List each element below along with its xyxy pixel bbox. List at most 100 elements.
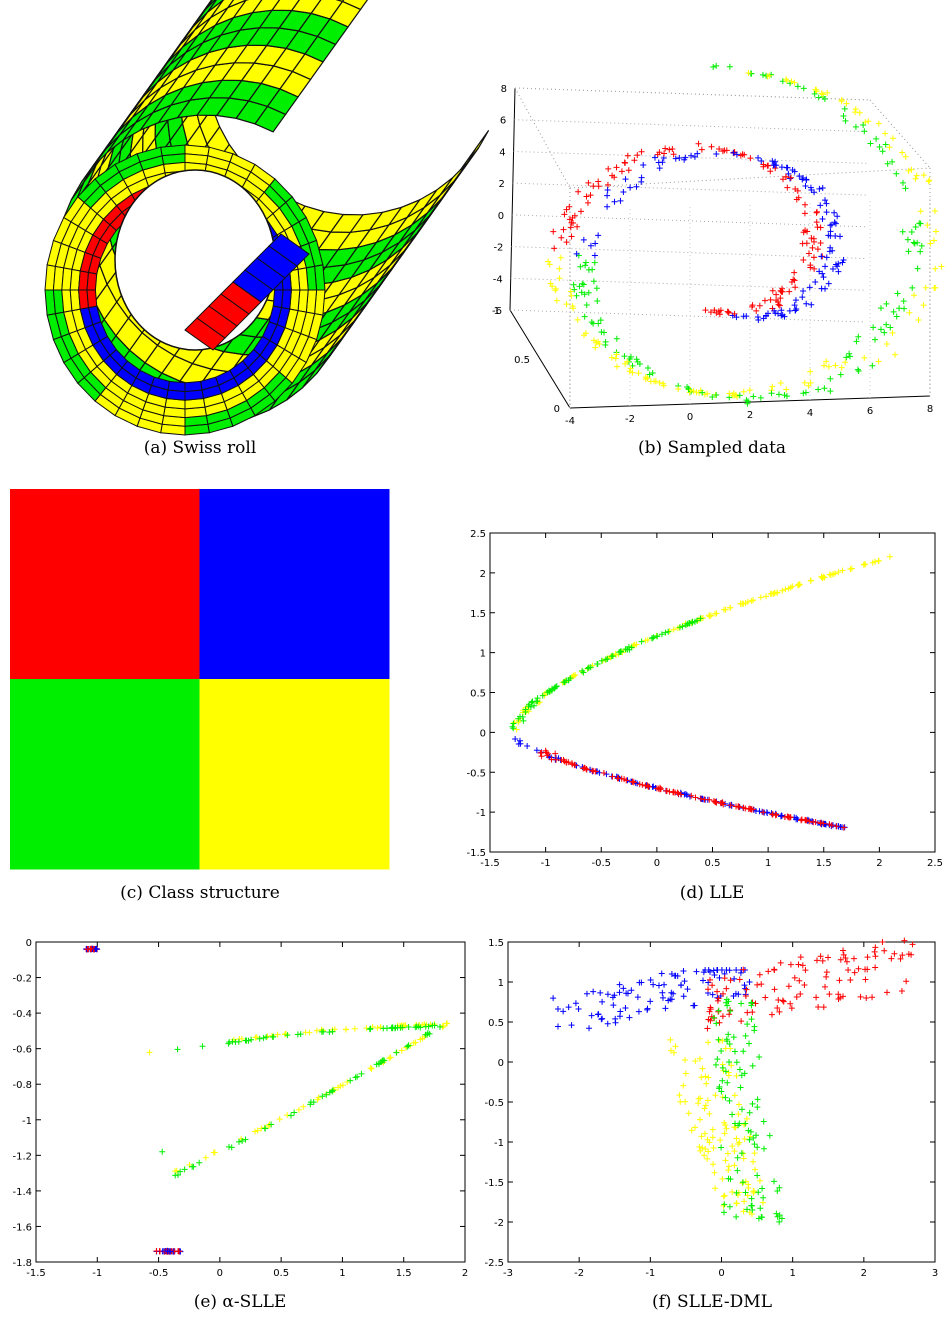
y-tick-label: 0.5	[514, 355, 530, 366]
lle-point-yellow	[763, 593, 770, 600]
roll-cell	[207, 0, 225, 13]
sample-point	[912, 175, 919, 182]
sample-point	[749, 303, 756, 310]
panel-sampled-data: -6 -4 -2 0 2 4 6 8 0 0.5 1 -4 -2 0 2 4 6 8	[470, 62, 945, 427]
dml-point-red	[721, 975, 728, 982]
lle-point-yellow	[767, 590, 774, 597]
sample-point	[930, 237, 937, 244]
dml-point-blue	[668, 989, 675, 996]
slle-point-yellow	[306, 1029, 313, 1036]
lle-point-red	[820, 820, 827, 827]
sample-point	[585, 179, 592, 186]
sample-point	[899, 149, 906, 156]
sample-point	[724, 308, 731, 315]
dml-point-blue	[659, 994, 666, 1001]
slle-point-green	[329, 1087, 336, 1094]
dml-point-yellow	[703, 1080, 710, 1087]
y-tick-label: 0	[554, 404, 560, 415]
slle-cluster-point-red	[153, 1248, 160, 1255]
sample-point	[814, 246, 821, 253]
sample-point	[809, 244, 816, 251]
dml-point-green	[720, 1209, 727, 1216]
lle-point-blue	[728, 802, 735, 809]
dml-point-red	[744, 1009, 751, 1016]
sample-point	[807, 368, 814, 375]
sample-point	[808, 235, 815, 242]
dml-point-blue	[609, 994, 616, 1001]
dml-point-green	[776, 1218, 783, 1225]
sample-point	[604, 192, 611, 199]
sample-point	[884, 160, 891, 167]
sample-point	[877, 305, 884, 312]
sample-point	[794, 83, 801, 90]
sample-point	[731, 392, 738, 399]
sample-point	[733, 151, 740, 158]
dml-point-green	[719, 1077, 726, 1084]
sample-point	[547, 280, 554, 287]
sample-point	[931, 285, 938, 292]
dml-point-green	[722, 1094, 729, 1101]
caption-f: (f) SLLE-DML	[652, 1292, 772, 1312]
sample-point	[815, 386, 822, 393]
lle-point-green	[616, 649, 623, 656]
sample-point	[773, 162, 780, 169]
sample-point	[771, 307, 778, 314]
y-tick-label: 1.5	[488, 938, 504, 949]
dml-point-blue	[599, 1015, 606, 1022]
sample-point	[553, 297, 560, 304]
sample-point	[917, 248, 924, 255]
sample-point	[629, 369, 636, 376]
dml-point-yellow	[701, 1130, 708, 1137]
lle-point-red	[735, 803, 742, 810]
sample-point	[769, 287, 776, 294]
slle-point-green	[415, 1023, 422, 1030]
sample-point	[707, 309, 714, 316]
sample-point	[821, 95, 828, 102]
sample-point	[792, 185, 799, 192]
dml-point-red	[754, 981, 761, 988]
sample-point	[604, 181, 611, 188]
dml-point-yellow	[745, 1181, 752, 1188]
sample-point	[819, 91, 826, 98]
dml-point-green	[724, 1079, 731, 1086]
dml-point-blue	[616, 981, 623, 988]
x-tick-label: 0.5	[705, 858, 721, 869]
dml-point-red	[777, 959, 784, 966]
sample-point	[894, 290, 901, 297]
roll-cell	[210, 0, 235, 19]
dml-point-red	[864, 954, 871, 961]
slle-point-green	[174, 1046, 181, 1053]
roll-face-cell	[272, 289, 284, 309]
sample-point	[791, 79, 798, 86]
y-tick-label: 2.5	[470, 529, 486, 540]
lle-point-green	[546, 688, 553, 695]
sample-point	[827, 388, 834, 395]
sample-point	[563, 301, 570, 308]
slle-point-yellow	[202, 1154, 209, 1161]
dml-point-green	[760, 1194, 767, 1201]
sample-point	[651, 154, 658, 161]
sample-point	[758, 157, 765, 164]
sample-point	[787, 174, 794, 181]
dml-point-red	[879, 938, 886, 945]
dml-point-red	[791, 974, 798, 981]
dml-point-green	[761, 1145, 768, 1152]
sample-point	[893, 170, 900, 177]
sample-point	[766, 72, 773, 79]
dml-point-yellow	[731, 1148, 738, 1155]
sample-point	[755, 154, 762, 161]
dml-point-green	[759, 1185, 766, 1192]
y-tick-label: -1.8	[12, 1258, 32, 1269]
sample-point	[736, 392, 743, 399]
x-tick-label: -3	[503, 1268, 513, 1279]
dml-point-blue	[737, 969, 744, 976]
dml-point-yellow	[672, 1043, 679, 1050]
dml-point-red	[888, 955, 895, 962]
lle-point-yellow	[782, 586, 789, 593]
dml-point-blue	[644, 1006, 651, 1013]
sample-point	[609, 172, 616, 179]
y-tick-label: -0.5	[484, 1098, 504, 1109]
slle-point-yellow	[314, 1096, 321, 1103]
lle-point-red	[826, 821, 833, 828]
dml-point-blue	[741, 982, 748, 989]
